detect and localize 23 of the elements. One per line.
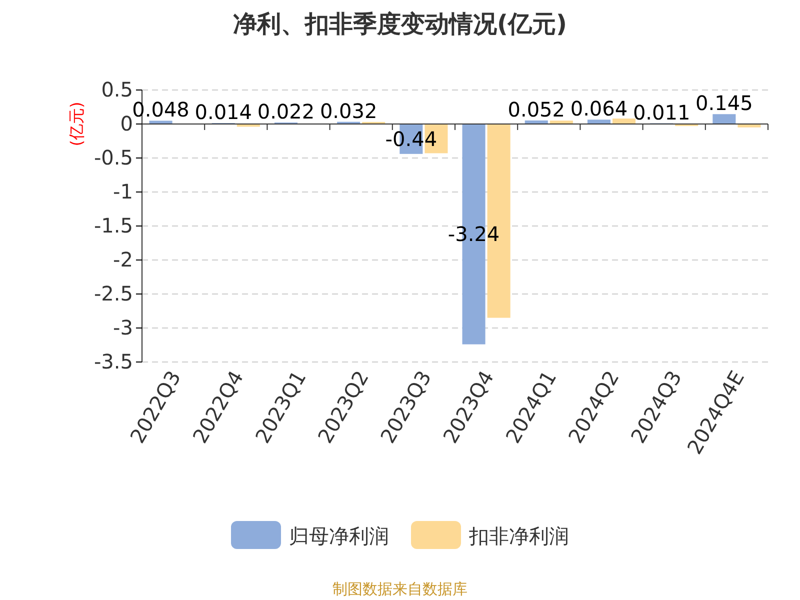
chart-title: 净利、扣非季度变动情况(亿元)	[233, 10, 567, 38]
y-tick-label: 0.5	[101, 77, 133, 102]
data-label: 0.032	[320, 98, 378, 123]
y-tick-label: -1.5	[94, 213, 133, 238]
data-label: 0.064	[570, 96, 628, 121]
data-label: 0.022	[257, 100, 315, 124]
y-axis-title: (亿元)	[67, 102, 86, 146]
y-tick-label: -3	[113, 315, 133, 340]
data-label: -0.44	[385, 126, 438, 151]
legend-label: 归母净利润	[289, 524, 389, 548]
y-tick-label: -3.5	[94, 349, 133, 374]
y-tick-label: -1	[113, 179, 133, 204]
y-tick-label: -2.5	[94, 281, 133, 306]
y-tick-label: 0	[120, 111, 133, 136]
text: 制图数据来自数据库	[332, 580, 468, 598]
legend-label: 扣非净利润	[468, 524, 569, 548]
data-label: 0.145	[696, 91, 753, 116]
y-tick-label: -2	[113, 247, 133, 272]
y-tick-label: -0.5	[94, 145, 133, 170]
data-label: -3.24	[448, 222, 500, 246]
data-label: 0.052	[508, 97, 566, 122]
data-label: 0.014	[194, 100, 252, 124]
data-label: 0.011	[632, 100, 690, 124]
